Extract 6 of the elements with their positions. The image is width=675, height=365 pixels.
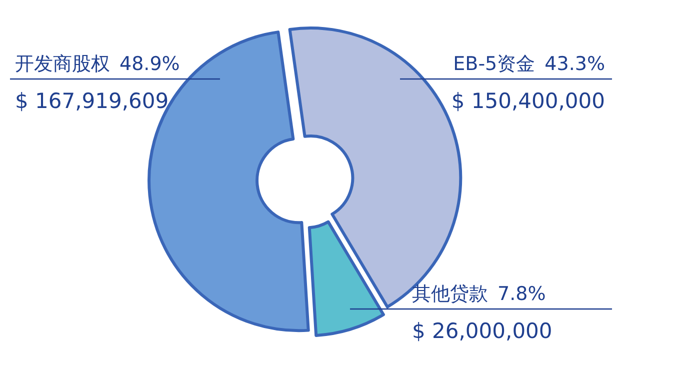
data-label: $ 167,919,609 bbox=[15, 89, 169, 113]
category-label: 开发商股权 48.9% bbox=[15, 53, 180, 75]
data-label: $ 150,400,000 bbox=[451, 89, 605, 113]
category-label: 其他贷款 7.8% bbox=[412, 283, 546, 305]
data-label: $ 26,000,000 bbox=[412, 319, 552, 343]
category-label: EB-5资金 43.3% bbox=[453, 53, 605, 75]
